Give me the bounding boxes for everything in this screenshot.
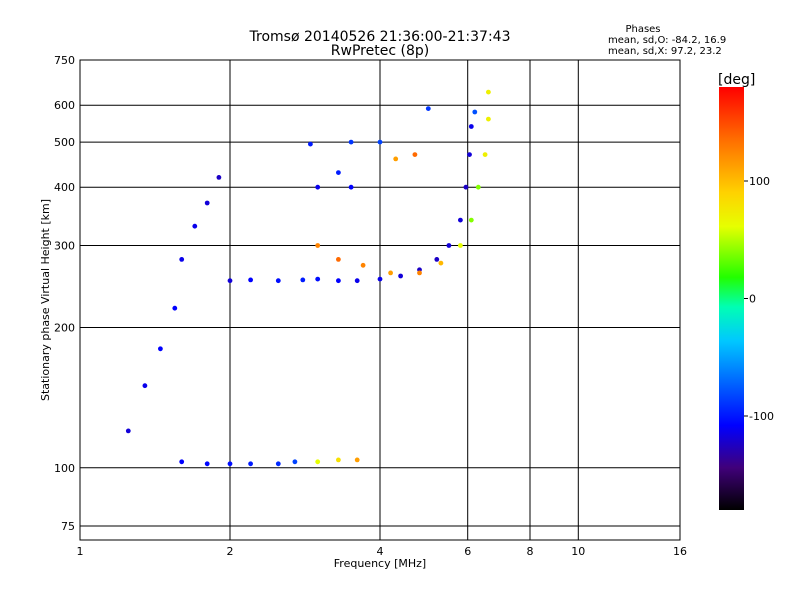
data-point	[308, 141, 313, 147]
data-point	[388, 270, 393, 276]
x-axis-label: Frequency [MHz]	[334, 557, 426, 570]
data-point	[275, 461, 281, 467]
x-tick-label: 1	[77, 545, 84, 558]
y-tick-label: 100	[54, 462, 75, 475]
data-point	[377, 276, 383, 282]
data-point	[172, 305, 178, 311]
colorbar-label: [deg]	[718, 72, 755, 88]
y-tick-label: 200	[54, 322, 75, 335]
y-tick-label: 75	[61, 520, 75, 533]
data-point	[354, 278, 360, 284]
series-3	[315, 89, 491, 276]
colorbar-tick-label: 100	[749, 175, 770, 188]
data-point	[315, 276, 321, 282]
series-1	[179, 457, 360, 467]
y-tick-label: 300	[54, 240, 75, 253]
data-point	[468, 124, 474, 129]
y-ticks: 75 100 200 300 400 500 600 750	[54, 54, 75, 533]
data-point	[417, 270, 422, 276]
data-point	[179, 459, 185, 465]
data-points	[125, 89, 491, 467]
data-point	[360, 262, 366, 268]
data-point	[292, 459, 298, 465]
data-point	[227, 461, 233, 467]
data-point	[458, 217, 463, 223]
data-point	[275, 278, 281, 284]
data-point	[412, 152, 418, 158]
data-point	[179, 257, 185, 262]
stats-line-x: mean, sd,X: 97.2, 23.2	[608, 46, 722, 57]
data-point	[336, 278, 341, 284]
data-point	[204, 200, 210, 206]
colorbar	[719, 87, 744, 510]
y-tick-label: 400	[54, 181, 75, 194]
colorbar-tick-label: -100	[749, 410, 774, 423]
x-ticks: 1 2 4 6 8 10 16	[77, 545, 688, 558]
data-point	[472, 109, 478, 115]
data-point	[463, 184, 469, 190]
colorbar-tick-label: 0	[749, 293, 756, 306]
data-point	[434, 257, 440, 262]
x-tick-label: 16	[673, 545, 687, 558]
x-tick-label: 2	[227, 545, 234, 558]
y-tick-label: 750	[54, 54, 75, 67]
data-point	[486, 116, 491, 122]
data-point	[248, 461, 254, 467]
x-tick-label: 4	[377, 545, 384, 558]
data-point	[425, 106, 431, 111]
series-4	[308, 106, 478, 190]
data-point	[158, 346, 163, 352]
data-point	[315, 459, 321, 465]
data-point	[300, 277, 306, 283]
series-2	[125, 175, 222, 434]
stats-line-o: mean, sd,O: -84.2, 16.9	[608, 35, 726, 46]
data-point	[486, 89, 491, 95]
data-point	[468, 217, 474, 223]
series-0	[227, 124, 474, 284]
data-point	[142, 383, 148, 389]
data-point	[315, 243, 321, 248]
data-point	[192, 223, 198, 229]
data-point	[336, 170, 341, 176]
x-tick-label: 10	[571, 545, 585, 558]
data-point	[336, 257, 341, 262]
chart-title: Tromsø 20140526 21:36:00-21:37:43	[249, 29, 511, 45]
data-point	[354, 457, 360, 463]
y-tick-label: 600	[54, 99, 75, 112]
data-point	[446, 243, 452, 248]
data-point	[348, 139, 354, 145]
data-point	[458, 243, 463, 248]
data-point	[377, 139, 383, 145]
data-point	[204, 461, 210, 467]
data-point	[336, 457, 341, 463]
data-point	[393, 156, 399, 162]
data-point	[315, 184, 321, 190]
stats-heading: Phases	[625, 24, 660, 35]
data-point	[248, 277, 254, 283]
data-point	[125, 428, 131, 434]
colorbar-ticks: 100 0 -100	[744, 175, 774, 423]
y-tick-label: 500	[54, 136, 75, 149]
data-point	[438, 260, 444, 266]
data-point	[482, 152, 488, 158]
data-point	[216, 175, 222, 180]
data-point	[227, 278, 233, 284]
y-axis-label: Stationary phase Virtual Height [km]	[39, 199, 52, 401]
data-point	[398, 273, 403, 279]
data-point	[348, 184, 354, 190]
x-tick-label: 6	[464, 545, 471, 558]
chart-subtitle: RwPretec (8p)	[331, 43, 429, 59]
data-point	[475, 184, 481, 190]
x-tick-label: 8	[527, 545, 534, 558]
data-point	[467, 152, 472, 158]
